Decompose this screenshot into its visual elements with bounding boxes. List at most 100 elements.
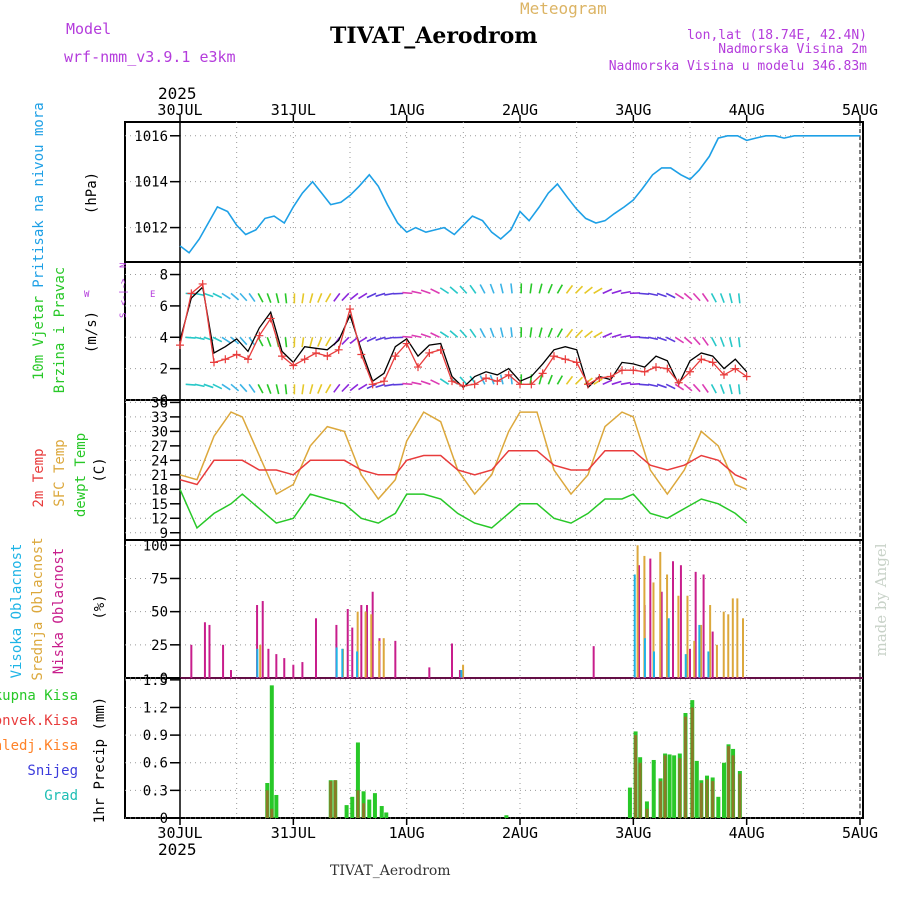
wind-barb: [266, 384, 272, 394]
y-tick-label: 2: [160, 362, 168, 378]
wind-barb: [366, 292, 377, 299]
top-date-label: 1AUG: [389, 101, 425, 119]
precip-bar-convective: [690, 707, 694, 818]
wind-barb: [499, 283, 504, 294]
wind-barb: [584, 286, 593, 294]
y-tick-label: 15: [151, 497, 168, 513]
cloud-bar-low: [451, 643, 453, 678]
cloud-bar-low: [292, 664, 295, 678]
gust-marker: [697, 355, 706, 364]
wind-barb: [692, 383, 701, 393]
y-tick-label: 50: [151, 605, 168, 621]
precip-bar-convective: [329, 781, 333, 818]
wind-barb: [737, 293, 741, 304]
wind-barb: [593, 287, 603, 295]
temp-unit: (C): [92, 457, 108, 482]
cloud-bar-low: [315, 618, 317, 678]
gust-marker: [640, 367, 649, 376]
wind-barb: [185, 383, 196, 386]
wind-barb: [341, 336, 350, 346]
wind-barb: [239, 292, 248, 302]
wind-barb: [620, 334, 631, 339]
panel-frame: [124, 121, 864, 263]
wind-barb: [538, 374, 543, 385]
gust-marker: [663, 364, 672, 373]
wind-barb: [301, 384, 305, 395]
year-top: 2025: [158, 84, 197, 103]
wind-barb: [719, 336, 725, 347]
wind-barb: [284, 337, 288, 348]
y-tick-label: 18: [151, 482, 168, 498]
cloud-bar-low: [394, 640, 397, 678]
cloud-bar-mid: [700, 624, 703, 678]
y-tick-label: 36: [151, 395, 168, 411]
cloud-bar-low: [366, 605, 368, 678]
top-date-label: 31JUL: [271, 101, 316, 119]
wind-barb: [656, 383, 667, 389]
wind-barb: [411, 381, 422, 386]
cloud-title-3: Niska Oblacnost: [51, 548, 67, 674]
cloud-bar-low: [256, 605, 259, 678]
gust-marker: [266, 314, 275, 323]
cloud-bar-low: [301, 662, 304, 678]
precip-bar-convective: [659, 781, 663, 818]
gust-marker: [731, 364, 740, 373]
precip-bar-total: [672, 755, 677, 818]
gust-marker: [187, 289, 196, 298]
wind-barb: [638, 383, 650, 386]
wind-barb: [565, 375, 574, 385]
wind-barb: [266, 293, 272, 304]
wind-barb: [375, 336, 386, 341]
year-bottom: 2025: [158, 840, 197, 859]
wind-barb: [665, 383, 676, 390]
y-tick-label: 1.5: [143, 673, 168, 689]
wind-barb: [439, 287, 450, 295]
wind-barb: [459, 376, 468, 385]
wind-barb: [647, 292, 659, 297]
cloud-bar-high: [335, 647, 338, 678]
y-tick-label: 0: [160, 393, 168, 409]
cloud-bar-low: [689, 648, 691, 678]
cloud-bar-low: [203, 622, 206, 678]
precip-bar-convective: [638, 762, 642, 818]
precip-bar-total: [350, 796, 355, 818]
precip-bar-total: [667, 754, 672, 818]
wind-barb: [611, 333, 622, 339]
top-date-label: 30JUL: [157, 101, 202, 119]
model-name: wrf-nmm_v3.9.1 e3km: [64, 48, 236, 66]
gust-marker: [176, 341, 184, 350]
wind-barb: [556, 375, 564, 385]
cloud-bar-low: [371, 591, 374, 678]
precip-bar-convective: [634, 735, 638, 818]
y-tick-label: 1.2: [143, 700, 168, 716]
gust-marker: [380, 377, 388, 386]
precip-bar-convective: [705, 779, 709, 818]
bottom-date-label: 2AUG: [502, 824, 538, 842]
watermark: made by Angel: [872, 543, 890, 656]
precip-bar-total: [344, 805, 349, 818]
gust-marker: [742, 372, 751, 381]
y-tick-label: 1016: [134, 129, 168, 145]
wind-barb: [230, 292, 240, 301]
precip-bar-convective: [333, 780, 337, 818]
y-tick-label: 21: [151, 468, 168, 484]
wind-unit: (m/s): [84, 311, 100, 353]
y-tick-label: 0.9: [143, 728, 168, 744]
gust-marker: [629, 366, 638, 375]
wind-barb: [221, 336, 231, 344]
wind-barb: [325, 292, 332, 303]
cloud-bar-mid: [677, 595, 680, 678]
cloud-bar-low: [694, 571, 697, 678]
gust-marker: [448, 377, 456, 386]
wind-barb: [489, 283, 495, 294]
cloud-bar-mid: [356, 611, 359, 678]
wind-barb: [341, 292, 350, 302]
gust-marker: [561, 355, 570, 364]
wind-barb: [593, 378, 603, 386]
precip-bar-convective: [699, 783, 703, 818]
compass-south: S: [119, 313, 129, 318]
meteogram-label: Meteogram: [520, 0, 607, 18]
compass-west: W: [84, 290, 90, 300]
wind-barb: [341, 383, 350, 393]
wind-barb: [194, 383, 205, 388]
